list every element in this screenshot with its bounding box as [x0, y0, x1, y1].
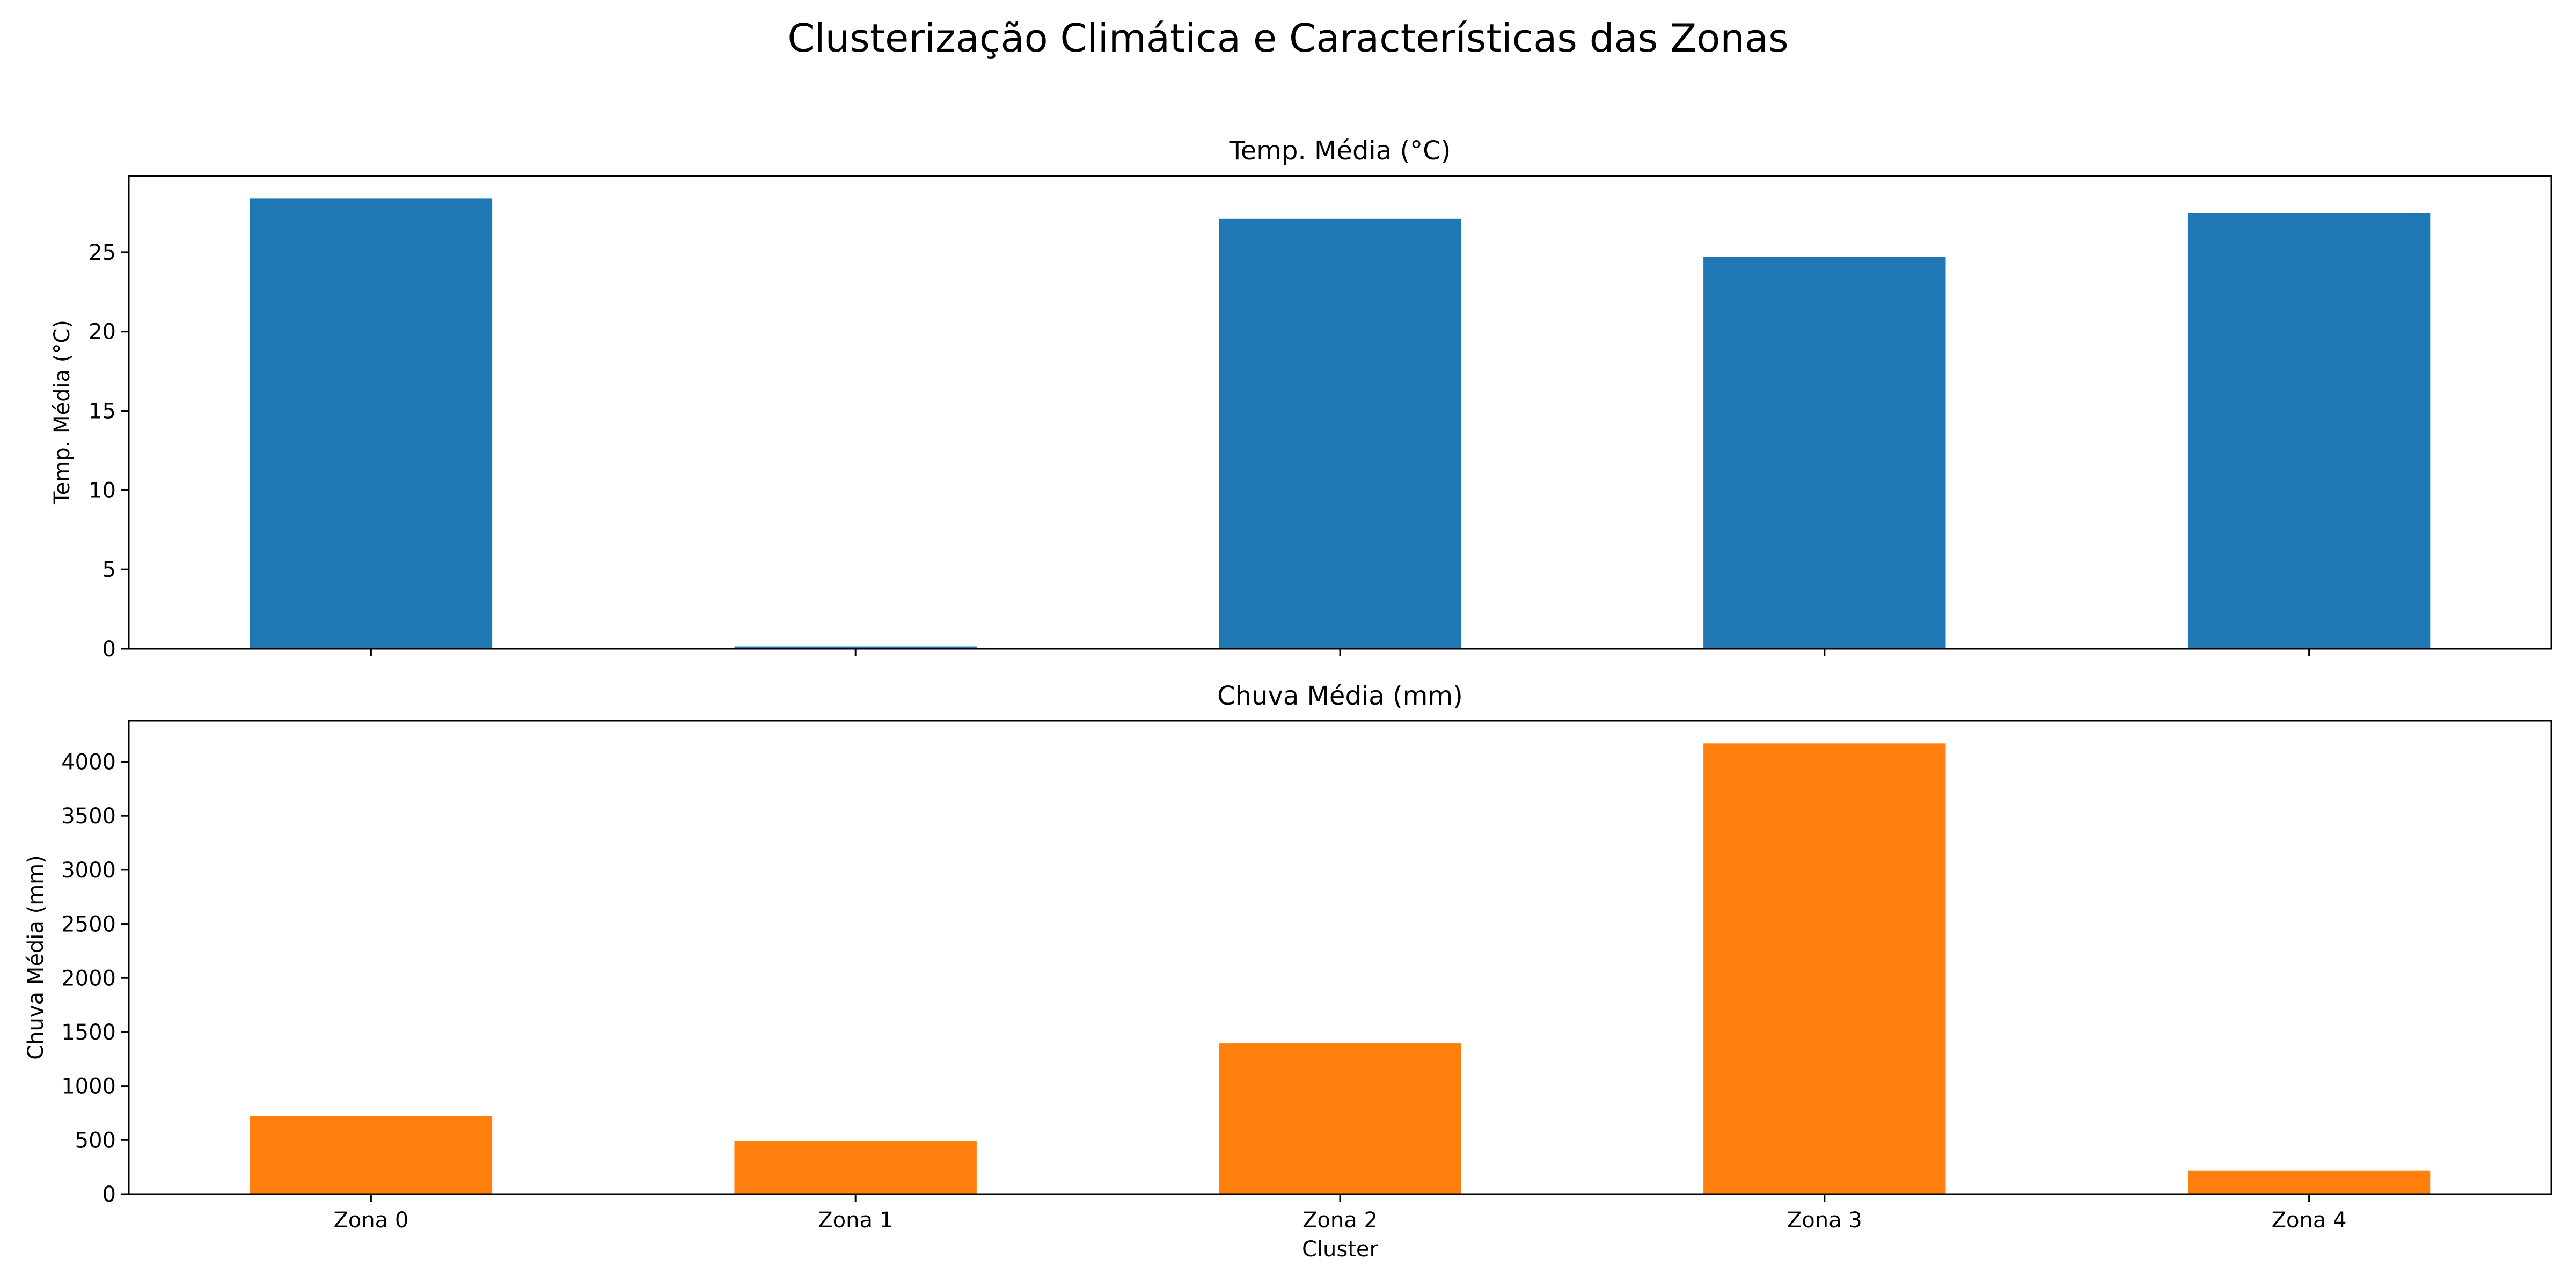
rainfall-bar-2: [1219, 1043, 1461, 1194]
panel-rainfall-xticks: Zona 0 Zona 1 Zona 2 Zona 3 Zona 4: [333, 1194, 2347, 1233]
rainfall-xtick-label: Zona 2: [1302, 1208, 1378, 1233]
temperature-ytick-label: 20: [89, 320, 116, 345]
panel-temperature-ylabel: Temp. Média (°C): [50, 320, 75, 505]
rainfall-ytick-label: 2500: [61, 912, 116, 937]
temperature-bar-1: [734, 646, 977, 649]
temperature-bar-0: [250, 198, 493, 649]
panel-temperature-title: Temp. Média (°C): [1229, 136, 1451, 166]
rainfall-ytick-label: 3000: [61, 858, 116, 883]
rainfall-xtick-label: Zona 3: [1787, 1208, 1862, 1233]
rainfall-xtick-label: Zona 4: [2272, 1208, 2347, 1233]
panel-rainfall-title: Chuva Média (mm): [1217, 681, 1463, 711]
rainfall-ytick-label: 1500: [61, 1020, 116, 1045]
panel-temperature: Temp. Média (°C) Temp. Média (°C) 0 5 10 15…: [50, 136, 2552, 662]
rainfall-ytick-label: 1000: [61, 1074, 116, 1099]
rainfall-ytick-label: 3500: [61, 804, 116, 829]
rainfall-ytick-label: 500: [75, 1128, 116, 1153]
rainfall-xtick-label: Zona 1: [818, 1208, 893, 1233]
rainfall-ytick-label: 4000: [61, 750, 116, 775]
temperature-bar-4: [2187, 213, 2431, 649]
rainfall-bar-3: [1703, 743, 1946, 1194]
panel-rainfall-xlabel: Cluster: [1302, 1237, 1379, 1262]
panel-rainfall-bars: [250, 743, 2431, 1194]
figure-title: Clusterização Climática e Característica…: [787, 16, 1788, 61]
panel-temperature-frame: [128, 175, 2552, 650]
panel-rainfall-yticks: 0 500 1000 1500 2000 2500 3000 3500 4000: [61, 750, 129, 1207]
temperature-bar-2: [1219, 218, 1461, 649]
panel-temperature-xticks: [370, 649, 2310, 656]
rainfall-ytick-label: 0: [103, 1182, 116, 1207]
temperature-bar-3: [1703, 257, 1946, 649]
temperature-ytick-label: 15: [89, 399, 116, 424]
temperature-ytick-label: 0: [103, 637, 116, 662]
rainfall-bar-4: [2187, 1170, 2431, 1194]
panel-rainfall-ylabel: Chuva Média (mm): [24, 855, 48, 1060]
rainfall-bar-1: [734, 1141, 977, 1194]
panel-rainfall-frame: [128, 720, 2552, 1195]
panel-temperature-bars: [250, 198, 2431, 649]
panel-temperature-yticks: 0 5 10 15 20 25: [89, 240, 129, 662]
temperature-ytick-label: 10: [89, 478, 116, 503]
temperature-ytick-label: 25: [89, 240, 116, 265]
rainfall-bar-0: [250, 1116, 493, 1194]
rainfall-ytick-label: 2000: [61, 966, 116, 991]
temperature-ytick-label: 5: [103, 558, 116, 582]
panel-rainfall: Chuva Média (mm) Chuva Média (mm) 0 500 10…: [24, 681, 2552, 1262]
rainfall-xtick-label: Zona 0: [333, 1208, 408, 1233]
